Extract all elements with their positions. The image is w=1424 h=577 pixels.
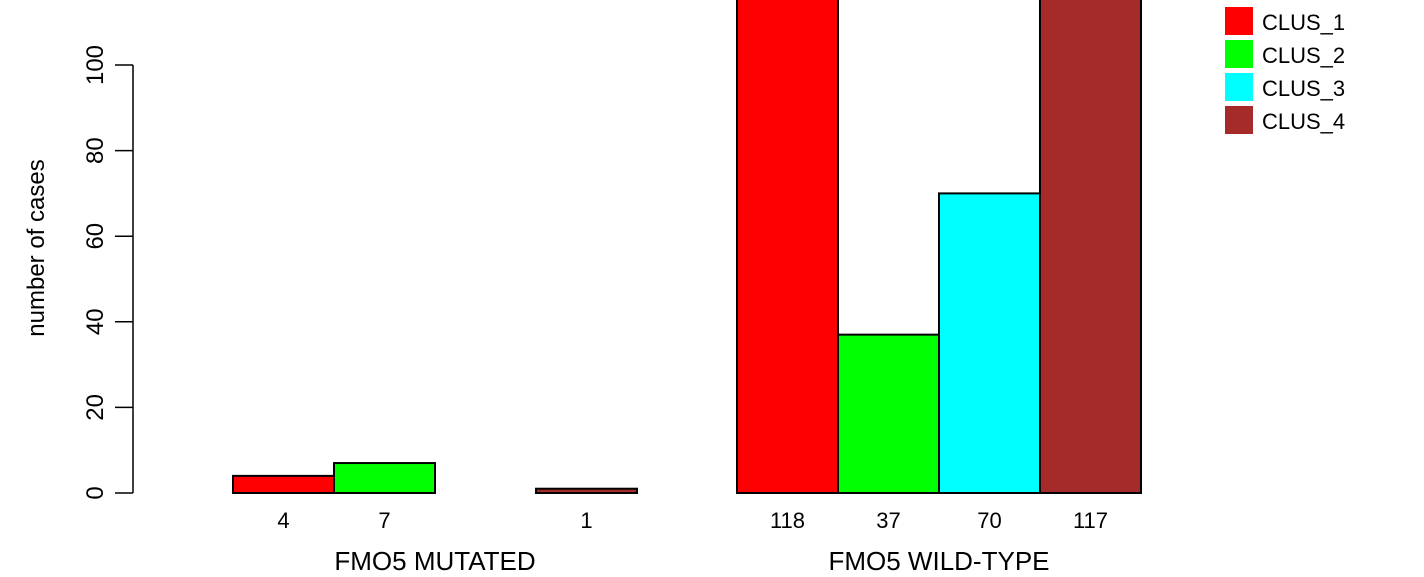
bar-value-label: 117 xyxy=(1073,508,1108,533)
y-axis-label: number of cases xyxy=(23,159,50,336)
y-tick-label: 0 xyxy=(82,486,109,499)
group-labels: 4 7 1 FMO5 MUTATED 118 37 70 117 FMO5 WILD-TYPE xyxy=(277,508,1108,576)
bar-fmo5-mutated-clus-2 xyxy=(333,462,436,495)
legend-label: CLUS_1 xyxy=(1262,10,1345,35)
legend: CLUS_1 CLUS_2 CLUS_3 CLUS_4 xyxy=(1225,7,1345,134)
legend-swatch-clus-3 xyxy=(1225,73,1253,101)
legend-label: CLUS_2 xyxy=(1262,43,1345,68)
group-label: FMO5 WILD-TYPE xyxy=(828,546,1049,576)
y-tick-label: 100 xyxy=(82,45,109,85)
bar-fmo5-wild-type-clus-1 xyxy=(736,0,839,494)
group-label: FMO5 MUTATED xyxy=(334,546,535,576)
legend-swatch-clus-1 xyxy=(1225,7,1253,35)
bar-value-label: 118 xyxy=(770,508,805,533)
y-tick-label: 20 xyxy=(82,394,109,421)
bar-fmo5-mutated-clus-1 xyxy=(232,474,335,495)
y-tick-label: 40 xyxy=(82,308,109,335)
bar-value-label: 37 xyxy=(876,508,900,533)
y-axis: 0 20 40 60 80 100 xyxy=(82,45,134,500)
bars-layer xyxy=(232,0,1142,495)
legend-swatch-clus-4 xyxy=(1225,106,1253,134)
legend-label: CLUS_4 xyxy=(1262,109,1345,134)
bar-fmo5-wild-type-clus-2 xyxy=(837,333,940,495)
y-tick-label: 60 xyxy=(82,223,109,250)
bar-value-label: 7 xyxy=(378,508,390,533)
bar-fmo5-wild-type-clus-4 xyxy=(1039,0,1142,494)
legend-label: CLUS_3 xyxy=(1262,76,1345,101)
bar-value-label: 70 xyxy=(977,508,1001,533)
legend-swatch-clus-2 xyxy=(1225,40,1253,68)
bar-value-label: 1 xyxy=(580,508,592,533)
y-tick-label: 80 xyxy=(82,137,109,164)
bar-fmo5-wild-type-clus-3 xyxy=(938,192,1041,494)
bar-value-label: 4 xyxy=(277,508,289,533)
bar-fmo5-mutated-clus-4 xyxy=(535,487,638,495)
